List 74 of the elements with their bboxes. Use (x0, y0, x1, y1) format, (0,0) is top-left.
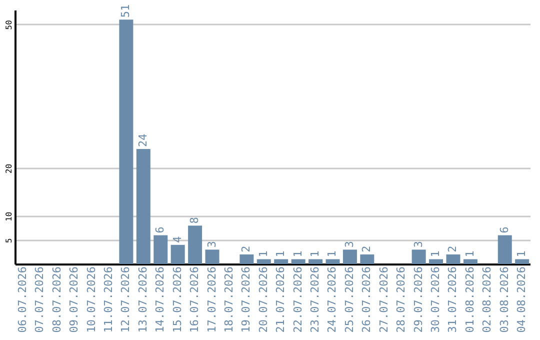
bar (136, 148, 150, 264)
x-tick-label: 19.07.2026 (240, 266, 253, 333)
x-tick-label: 11.07.2026 (102, 266, 115, 333)
x-tick-label: 20.07.2026 (256, 266, 270, 333)
data-label: 3 (205, 241, 218, 248)
x-tick-label: 26.07.2026 (360, 266, 374, 333)
x-tick-label: 25.07.2026 (342, 266, 356, 333)
x-tick-label: 03.08.2026 (498, 266, 511, 333)
data-label: 51 (119, 4, 132, 18)
data-label: 2 (240, 246, 253, 252)
bar (291, 259, 306, 264)
bar (119, 20, 134, 264)
x-tick-label: 08.07.2026 (50, 266, 64, 333)
x-tick-label: 01.08.2026 (463, 266, 476, 333)
data-label: 1 (308, 250, 322, 258)
data-label: 3 (342, 241, 356, 248)
bar (170, 244, 185, 264)
bar (188, 226, 202, 264)
y-tick-label: 5 (4, 238, 14, 243)
y-tick-label: 10 (4, 212, 14, 222)
data-label: 1 (274, 250, 288, 258)
x-tick-label: 02.08.2026 (480, 266, 494, 333)
x-tick-label: 31.07.2026 (446, 266, 460, 333)
bar (256, 259, 271, 264)
x-tick-label: 16.07.2026 (188, 266, 202, 333)
bar (429, 259, 444, 264)
bar (342, 250, 357, 264)
y-tick-label: 20 (4, 164, 14, 174)
bar (274, 259, 288, 264)
data-label: 1 (291, 250, 304, 258)
x-tick-label: 23.07.2026 (308, 266, 322, 333)
x-tick-label: 21.07.2026 (274, 266, 288, 333)
data-label: 4 (170, 236, 184, 243)
x-tick-label: 07.07.2026 (33, 266, 46, 333)
x-tick-label: 29.07.2026 (412, 266, 425, 333)
bar (326, 259, 340, 264)
bar (154, 235, 168, 264)
data-label: 2 (360, 246, 374, 252)
bar (360, 254, 374, 264)
bar (463, 259, 478, 264)
x-tick-label: 30.07.2026 (429, 266, 442, 333)
x-tick-label: 18.07.2026 (222, 266, 236, 333)
data-label: 6 (154, 226, 167, 234)
x-tick-label: 17.07.2026 (205, 266, 218, 333)
bar (205, 250, 220, 264)
y-tick-label: 50 (4, 20, 14, 30)
x-tick-label: 24.07.2026 (326, 266, 339, 333)
bar (446, 254, 460, 264)
x-tick-label: 14.07.2026 (154, 266, 167, 333)
bar (515, 259, 530, 264)
bar (498, 235, 512, 264)
data-label: 1 (463, 250, 476, 258)
data-label: 2 (446, 246, 460, 252)
data-label: 1 (326, 250, 339, 258)
bar (412, 250, 426, 264)
data-label: 24 (136, 133, 150, 147)
x-tick-label: 27.07.2026 (377, 266, 390, 333)
x-tick-label: 06.07.2026 (16, 266, 29, 333)
data-label: 1 (256, 250, 270, 258)
x-tick-label: 22.07.2026 (291, 266, 304, 333)
x-tick-label: 12.07.2026 (119, 266, 132, 333)
x-tick-label: 04.08.2026 (515, 266, 528, 333)
x-tick-label: 13.07.2026 (136, 266, 150, 333)
x-tick-label: 10.07.2026 (84, 266, 98, 333)
data-label: 1 (515, 250, 528, 258)
data-label: 6 (498, 226, 511, 234)
bar (308, 259, 323, 264)
data-label: 8 (188, 217, 202, 224)
bar (240, 254, 254, 264)
data-label: 3 (412, 241, 425, 248)
data-label: 1 (429, 250, 442, 258)
x-tick-label: 28.07.2026 (394, 266, 408, 333)
x-tick-label: 09.07.2026 (68, 266, 81, 333)
x-tick-label: 15.07.2026 (170, 266, 184, 333)
